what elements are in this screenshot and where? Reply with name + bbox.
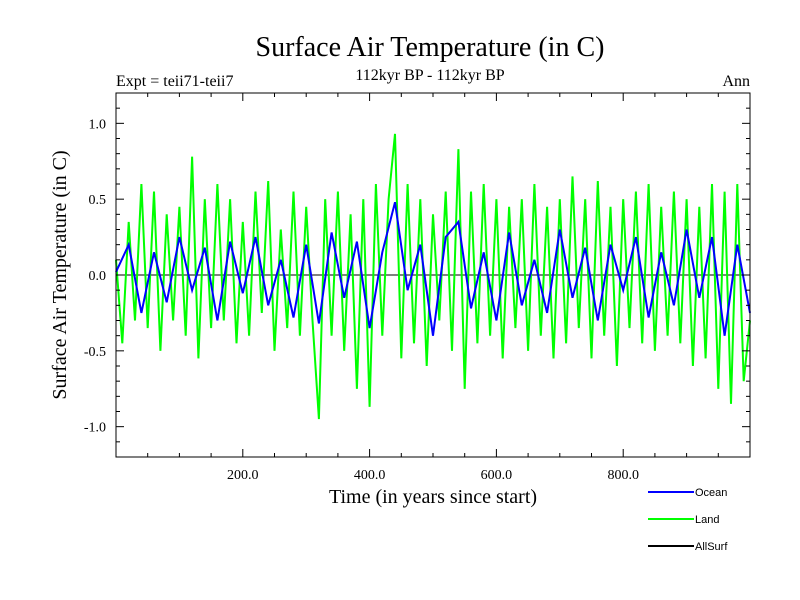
y-axis: 1.0 0.5 0.0 -0.5 -1.0 [84,107,750,443]
y-tick-label: -0.5 [84,345,106,360]
x-tick-label: 200.0 [227,468,259,483]
series-line-ocean [115,201,751,336]
legend-label-land: Land [695,514,719,526]
plot-area [115,133,751,420]
series-line-land [115,133,751,420]
y-axis-label: Surface Air Temperature (in C) [49,150,71,399]
legend-label-ocean: Ocean [695,487,727,499]
legend-label-allsurf: AllSurf [695,541,728,553]
x-tick-label: 600.0 [481,468,513,483]
x-tick-label: 800.0 [607,468,639,483]
x-axis: 200.0 400.0 600.0 800.0 [147,93,719,483]
x-tick-label: 400.0 [354,468,386,483]
y-tick-label: 0.0 [89,269,107,284]
y-tick-label: -1.0 [84,421,106,436]
chart-subtitle: 112kyr BP - 112kyr BP [355,67,504,84]
y-tick-label: 0.5 [89,193,107,208]
y-tick-label: 1.0 [89,117,107,132]
legend: Ocean Land AllSurf [648,487,728,553]
chart-title: Surface Air Temperature (in C) [256,32,605,63]
experiment-label: Expt = teii71-teii7 [116,73,233,90]
period-label: Ann [722,73,750,90]
x-axis-label: Time (in years since start) [329,486,537,508]
